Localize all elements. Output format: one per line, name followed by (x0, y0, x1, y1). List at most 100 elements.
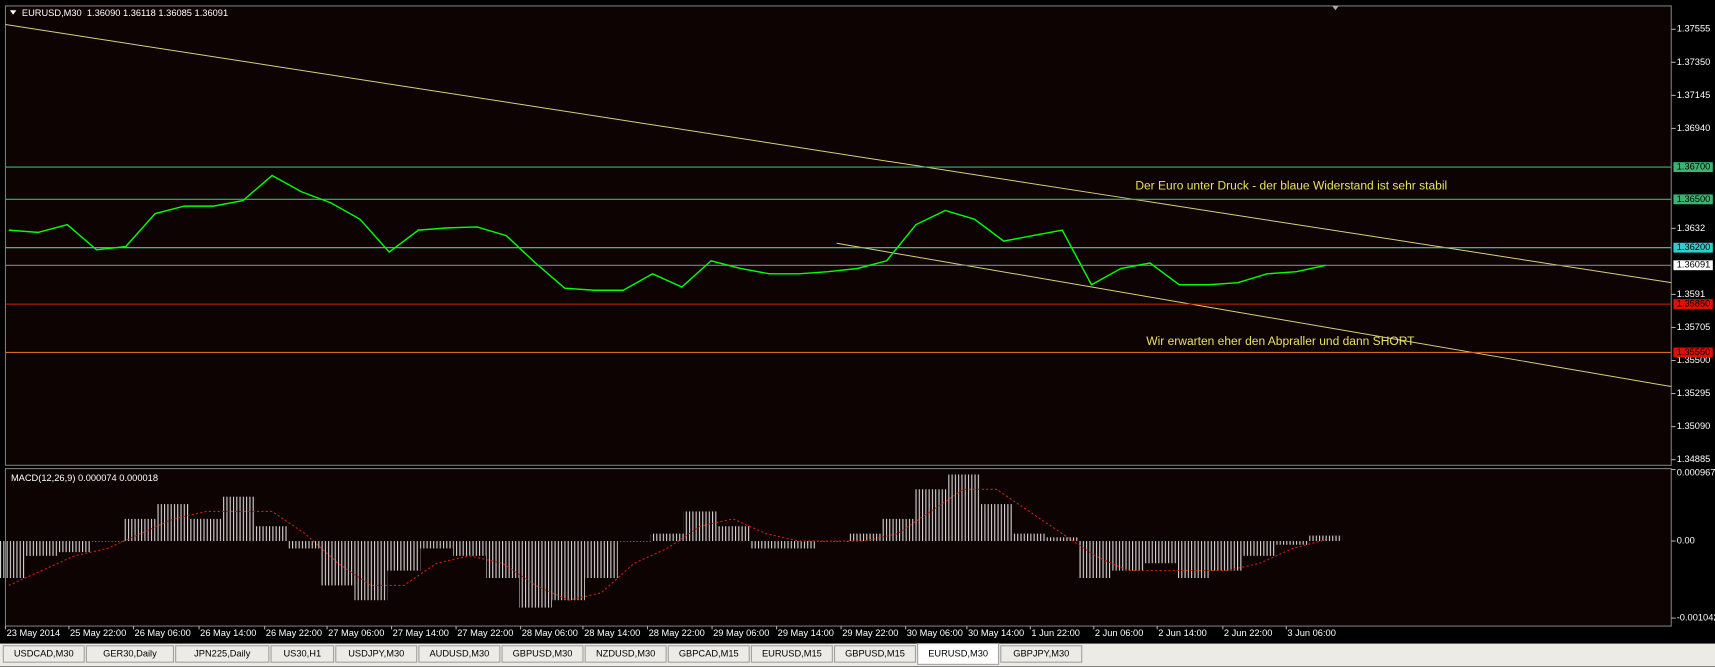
level-label-box (1673, 347, 1713, 358)
time-label: 28 May 06:00 (522, 628, 578, 638)
macd-bar (979, 504, 1013, 542)
tab-label[interactable]: USDJPY,M30 (348, 648, 404, 658)
level-label-box (1673, 242, 1713, 253)
time-label: 29 May 22:00 (842, 628, 898, 638)
macd-bar (25, 541, 59, 556)
tab[interactable]: US30,H1 (270, 645, 335, 663)
tab-background (501, 645, 584, 663)
macd-bar (354, 541, 388, 601)
tab[interactable]: USDCAD,M30 (2, 645, 85, 663)
annotation: Der Euro unter Druck - der blaue Widerst… (1135, 179, 1447, 193)
tab[interactable]: JPN225,Daily (175, 645, 270, 663)
tab[interactable]: AUDUSD,M30 (418, 645, 501, 663)
macd-bar (881, 518, 915, 542)
price-pane (4, 5, 1672, 466)
price-tick-label: 1.35090 (1677, 421, 1711, 431)
macd-bar (91, 541, 124, 542)
time-label: 27 May 14:00 (393, 628, 449, 638)
tab-label[interactable]: NZDUSD,M30 (596, 648, 655, 658)
macd-bar (1012, 533, 1046, 542)
price-line (8, 174, 1326, 291)
level-label: 1.36500 (1677, 194, 1711, 204)
tab-label[interactable]: US30,H1 (283, 648, 321, 658)
time-label: 25 May 22:00 (70, 628, 126, 638)
tab-background (335, 645, 418, 663)
tab-label[interactable]: EURUSD,M15 (762, 648, 822, 658)
time-label: 26 May 22:00 (266, 628, 322, 638)
time-label: 2 Jun 22:00 (1224, 628, 1273, 638)
level-label: 1.36700 (1677, 162, 1711, 172)
macd-bar (1144, 541, 1178, 564)
macd-bar (749, 541, 783, 549)
time-label: 29 May 14:00 (778, 628, 834, 638)
macd-bar (453, 541, 487, 556)
tab-label[interactable]: GBPJPY,M30 (1013, 648, 1069, 658)
tab[interactable]: GBPUSD,M30 (501, 645, 584, 663)
time-label: 26 May 14:00 (200, 628, 256, 638)
tab-background (584, 645, 667, 663)
macd-bar (123, 518, 157, 542)
tab-label[interactable]: USDCAD,M30 (14, 648, 74, 658)
macd-bar (848, 533, 882, 542)
time-label: 30 May 14:00 (968, 628, 1024, 638)
macd-signal (8, 488, 1326, 601)
macd-bar (189, 518, 223, 542)
tab-background (85, 645, 175, 663)
macd-bar (255, 526, 289, 542)
macd-bar (156, 504, 190, 542)
tab[interactable]: GBPCAD,M15 (667, 645, 750, 663)
shift-marker (1332, 5, 1339, 11)
level-label: 1.35550 (1677, 347, 1711, 357)
time-label: 27 May 22:00 (457, 628, 513, 638)
tab-label[interactable]: AUDUSD,M30 (429, 648, 489, 658)
price-tick-label: 1.35705 (1677, 322, 1711, 332)
tab[interactable]: GER30,Daily (85, 645, 175, 663)
tab-label[interactable]: GBPUSD,M15 (845, 648, 905, 658)
tab-label[interactable]: GER30,Daily (103, 648, 157, 658)
tab[interactable]: GBPUSD,M15 (833, 645, 917, 663)
macd-bar (1276, 541, 1310, 545)
annotation: Wir erwarten eher den Abpraller und dann… (1146, 334, 1415, 348)
tab[interactable]: EURUSD,M15 (750, 645, 833, 663)
macd-bar (1309, 535, 1343, 542)
tab-label[interactable]: JPN225,Daily (194, 648, 251, 658)
macd-bar (0, 541, 26, 579)
level-label: 1.35850 (1677, 299, 1711, 309)
tab[interactable]: USDJPY,M30 (335, 645, 418, 663)
macd-label: MACD(12,26,9) 0.000074 0.000018 (11, 473, 158, 483)
price-tick-label: 1.36940 (1677, 123, 1711, 133)
level-label-box (1673, 299, 1713, 310)
time-label: 2 Jun 14:00 (1158, 628, 1207, 638)
macd-bar (387, 541, 421, 571)
tab[interactable]: EURUSD,M30 (917, 643, 1000, 665)
time-label: 27 May 06:00 (328, 628, 384, 638)
level-label: 1.36200 (1677, 242, 1711, 252)
macd-bar (486, 541, 520, 579)
tab-background (750, 645, 833, 663)
time-label: 3 Jun 06:00 (1287, 628, 1336, 638)
macd-bar (1111, 541, 1145, 571)
macd-bar (288, 541, 322, 549)
price-tick-label: 1.3591 (1677, 289, 1705, 299)
tab[interactable]: NZDUSD,M30 (584, 645, 667, 663)
menu-arrow[interactable] (9, 10, 17, 15)
chart-layer: 1.37555 1.37350 1.37145 1.36940 1.3632 1.3591… (0, 24, 1715, 665)
trendline-upper (5, 24, 1672, 284)
macd-bar (914, 489, 948, 542)
time-label: 28 May 22:00 (649, 628, 705, 638)
macd-bar (1243, 541, 1277, 556)
price-tick-label: 1.37350 (1677, 57, 1711, 67)
tab-label[interactable]: GBPCAD,M15 (679, 648, 739, 658)
tab[interactable]: GBPJPY,M30 (1000, 645, 1083, 663)
time-label: 26 May 06:00 (135, 628, 191, 638)
tab-label[interactable]: GBPUSD,M30 (513, 648, 573, 658)
symbol-header: EURUSD,M30 1.36090 1.36118 1.36085 1.360… (22, 8, 228, 18)
tab-label[interactable]: EURUSD,M30 (928, 648, 988, 658)
macd-bar (584, 541, 618, 579)
time-label: 30 May 06:00 (907, 628, 963, 638)
macd-bar (1045, 537, 1079, 542)
price-tick-label: 1.35295 (1677, 388, 1711, 398)
macd-bar (321, 541, 355, 586)
